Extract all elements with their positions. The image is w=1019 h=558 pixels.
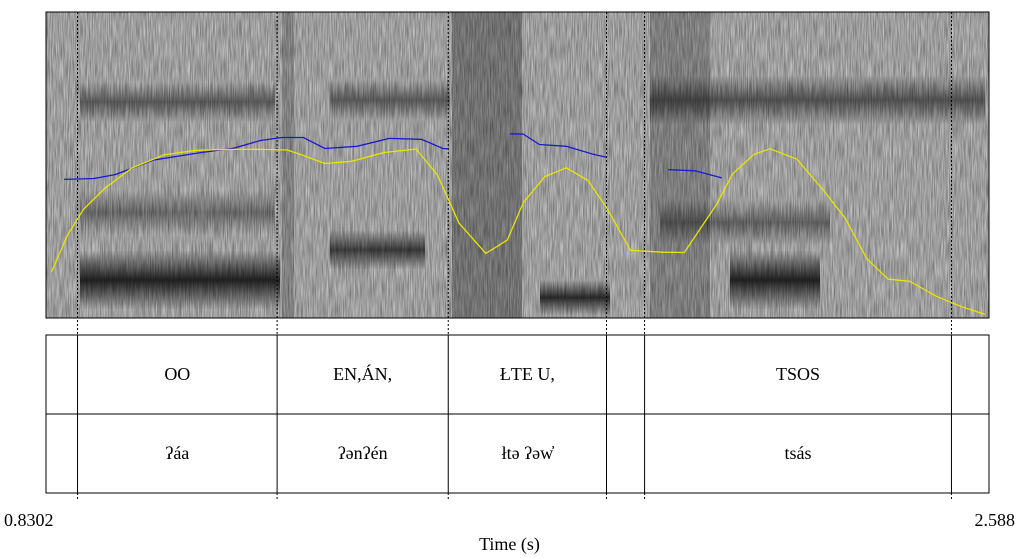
time-end-label: 2.588: [974, 510, 1016, 530]
tier-1-interval-label: EN,ÁN,: [333, 363, 393, 384]
boundary-layer: [77, 12, 952, 501]
spectrogram: [46, 12, 989, 318]
tier-1-interval-label: TSOS: [775, 363, 820, 384]
annotation-tiers: [45, 334, 990, 494]
tier-2-interval-label: ʔənʔén: [337, 442, 388, 463]
pitch-curve-segment: [64, 136, 449, 181]
curve-layer: [50, 133, 985, 315]
time-start-label: 0.8302: [4, 510, 54, 530]
time-axis-title: Time (s): [479, 534, 540, 554]
pitch-curve-segment: [509, 133, 607, 158]
tier-2-interval-label: tsás: [784, 442, 812, 463]
tier-2-interval-label: ʔáa: [165, 442, 190, 463]
tier-1-interval-label: OO: [164, 363, 191, 384]
pitch-curve-segment: [668, 168, 722, 179]
intensity-curve-segment: [50, 148, 985, 315]
tier-2-interval-label: łtə ʔəw̓: [501, 442, 554, 463]
spectrogram-frame: [45, 11, 990, 319]
tier-1-interval-label: ŁTE U,: [499, 363, 555, 384]
